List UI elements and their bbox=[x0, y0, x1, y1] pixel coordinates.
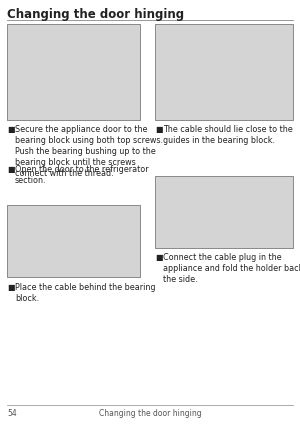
Text: ■: ■ bbox=[7, 165, 14, 174]
Text: ■: ■ bbox=[155, 125, 163, 134]
Text: Place the cable behind the bearing
block.: Place the cable behind the bearing block… bbox=[15, 283, 155, 303]
Text: The cable should lie close to the
guides in the bearing block.: The cable should lie close to the guides… bbox=[163, 125, 293, 145]
Text: Open the door to the refrigerator
section.: Open the door to the refrigerator sectio… bbox=[15, 165, 148, 185]
Bar bbox=[7, 24, 140, 120]
Text: Changing the door hinging: Changing the door hinging bbox=[7, 8, 184, 21]
Text: 54: 54 bbox=[7, 409, 17, 418]
Text: Connect the cable plug in the
appliance and fold the holder back to
the side.: Connect the cable plug in the appliance … bbox=[163, 253, 300, 284]
Text: Changing the door hinging: Changing the door hinging bbox=[99, 409, 201, 418]
Text: ■: ■ bbox=[7, 125, 14, 134]
Text: ■: ■ bbox=[155, 253, 163, 262]
Text: Secure the appliance door to the
bearing block using both top screws.
Push the b: Secure the appliance door to the bearing… bbox=[15, 125, 163, 178]
Bar bbox=[7, 205, 140, 277]
Bar bbox=[155, 24, 293, 120]
Text: ■: ■ bbox=[7, 283, 14, 292]
Bar bbox=[155, 176, 293, 248]
